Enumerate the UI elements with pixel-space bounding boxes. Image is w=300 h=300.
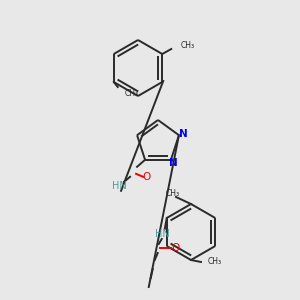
Text: O: O <box>142 172 150 182</box>
Text: CH₃: CH₃ <box>166 188 180 197</box>
Text: O: O <box>172 243 180 253</box>
Text: CH₃: CH₃ <box>208 257 222 266</box>
Text: CH₃: CH₃ <box>125 88 139 98</box>
Text: N: N <box>169 158 177 168</box>
Text: HN: HN <box>155 229 170 239</box>
Text: HN: HN <box>112 181 126 191</box>
Text: N: N <box>178 129 187 139</box>
Text: CH₃: CH₃ <box>180 40 194 50</box>
